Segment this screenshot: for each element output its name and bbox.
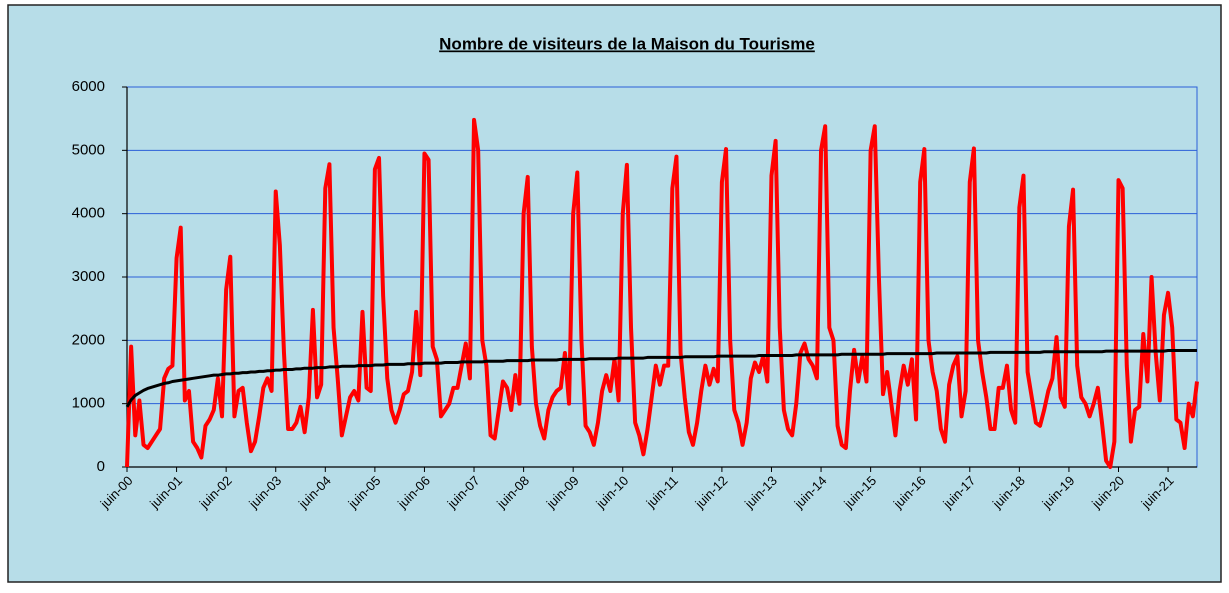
y-tick-label: 2000: [72, 331, 105, 348]
y-tick-label: 5000: [72, 141, 105, 158]
y-tick-label: 3000: [72, 268, 105, 285]
y-tick-label: 6000: [72, 78, 105, 95]
y-tick-label: 0: [97, 458, 105, 475]
y-tick-label: 1000: [72, 395, 105, 412]
chart-title: Nombre de visiteurs de la Maison du Tour…: [439, 34, 815, 53]
y-tick-label: 4000: [72, 205, 105, 222]
line-series: [125, 117, 1199, 469]
line-series: [125, 348, 1197, 408]
